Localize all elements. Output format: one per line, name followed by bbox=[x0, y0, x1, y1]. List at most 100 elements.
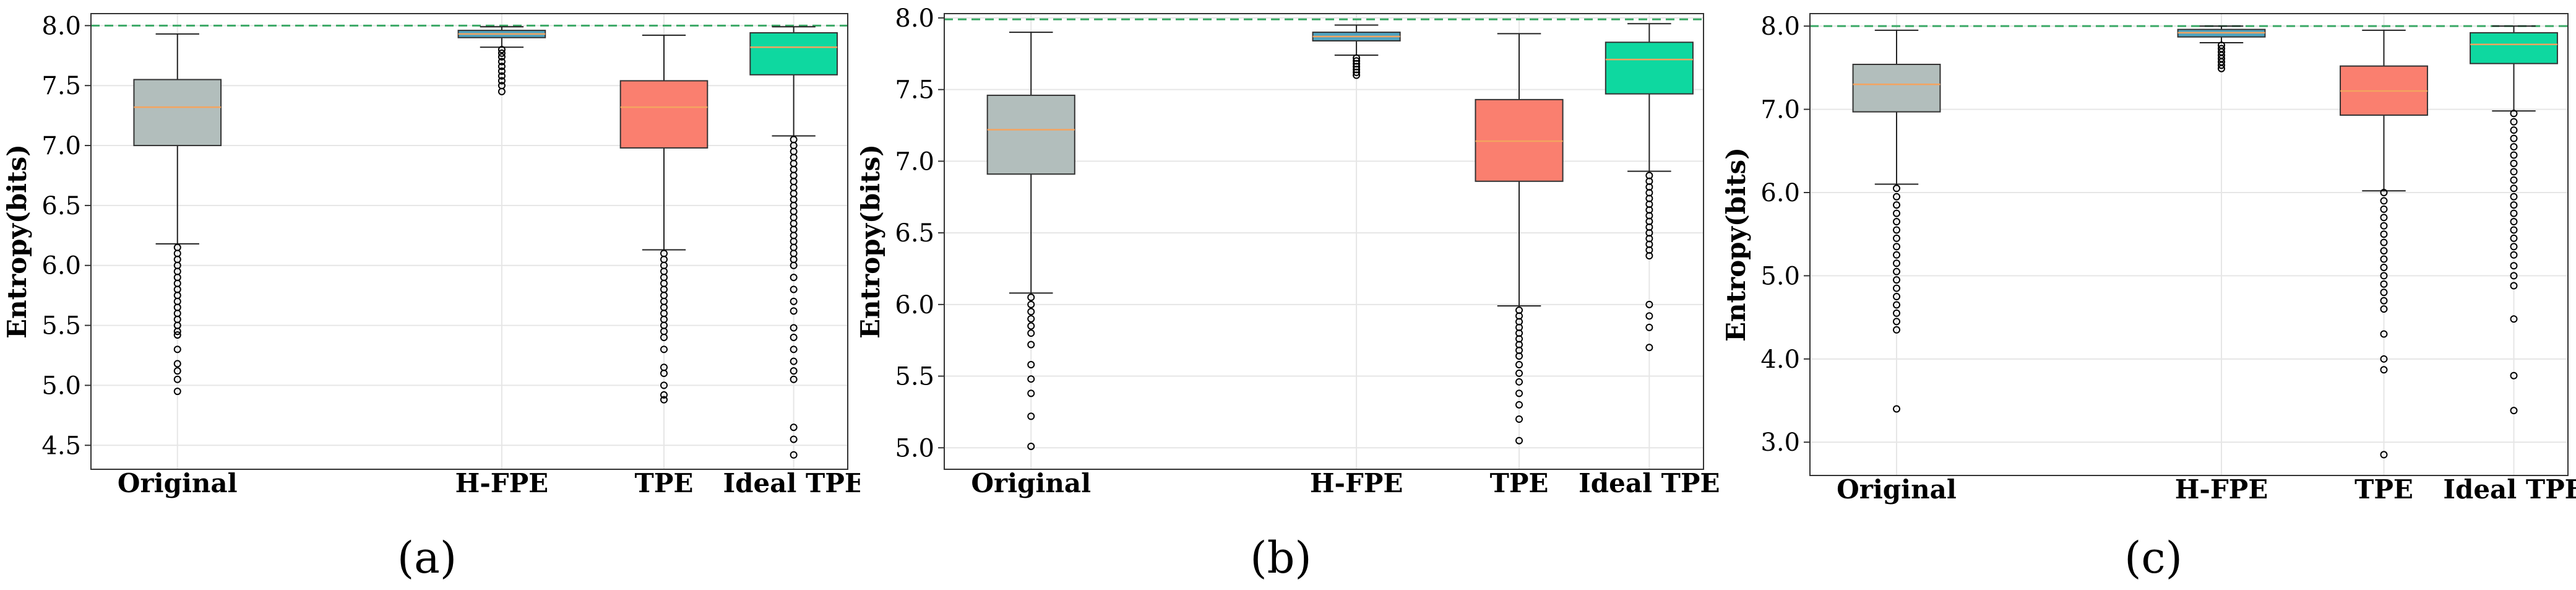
outlier-point bbox=[1027, 300, 1035, 308]
outlier-point bbox=[790, 297, 798, 305]
x-tick-label: Original bbox=[971, 468, 1091, 498]
outlier-point bbox=[790, 375, 798, 383]
y-tick-label: 7.0 bbox=[41, 132, 81, 160]
outlier-point bbox=[660, 391, 668, 399]
outlier-point bbox=[1515, 352, 1523, 360]
box-ideal-tpe bbox=[2470, 25, 2558, 415]
panel-label-b: (b) bbox=[1250, 532, 1312, 583]
y-tick-label: 4.5 bbox=[41, 432, 81, 460]
outlier-point bbox=[1515, 436, 1523, 445]
outlier-point bbox=[2218, 64, 2225, 72]
outlier-point bbox=[2218, 61, 2225, 69]
x-tick-label: H-FPE bbox=[2175, 474, 2268, 505]
outlier-point bbox=[1893, 309, 1900, 317]
outlier-point bbox=[498, 58, 506, 66]
outlier-point bbox=[498, 49, 506, 57]
outlier-point bbox=[790, 367, 798, 375]
box-original bbox=[133, 33, 222, 396]
outlier-point bbox=[2510, 184, 2518, 193]
x-tick-label: Original bbox=[118, 468, 238, 498]
outlier-point bbox=[1027, 329, 1035, 337]
outlier-point bbox=[1893, 326, 1900, 334]
box-original bbox=[1852, 29, 1941, 413]
y-tick-label: 5.0 bbox=[895, 434, 934, 462]
x-tick-label: Ideal TPE bbox=[1579, 468, 1720, 498]
outlier-point bbox=[1645, 300, 1653, 308]
outlier-point bbox=[1893, 201, 1900, 209]
outlier-point bbox=[1027, 361, 1035, 369]
box-ideal-tpe bbox=[749, 26, 838, 459]
outlier-point bbox=[2510, 168, 2518, 176]
chart-a-svg: 4.5 5.0 5.5 6.0 6.5 7.0 7.5 8.0 Original H-FPE TPE… bbox=[2, 12, 860, 498]
chart-b-svg: 5.0 5.5 6.0 6.5 7.0 7.5 8.0 Original H-FPE TPE Ide… bbox=[860, 4, 1720, 498]
outlier-point bbox=[1893, 276, 1900, 284]
outlier-point bbox=[1893, 293, 1900, 301]
outlier-point bbox=[498, 77, 506, 85]
outlier-point bbox=[2510, 201, 2518, 209]
outlier-point bbox=[2510, 262, 2518, 270]
outlier-point bbox=[1893, 267, 1900, 275]
outlier-point bbox=[1027, 293, 1035, 302]
y-tick-label: 6.5 bbox=[895, 219, 934, 248]
outlier-point bbox=[2510, 371, 2518, 380]
outlier-point bbox=[1027, 308, 1035, 316]
box-h-fpe bbox=[457, 26, 546, 95]
outlier-point bbox=[173, 367, 181, 375]
outlier-point bbox=[2510, 176, 2518, 184]
outlier-point bbox=[2380, 205, 2388, 213]
iqr-box bbox=[133, 79, 222, 147]
plot-frame bbox=[1809, 13, 2569, 476]
y-tick-label: 7.0 bbox=[1760, 96, 1800, 124]
outlier-point bbox=[2510, 209, 2518, 217]
y-axis-label: Entropy(bits) bbox=[1721, 147, 1751, 342]
outlier-point bbox=[790, 451, 798, 459]
outlier-point bbox=[790, 345, 798, 354]
outlier-point bbox=[1515, 401, 1523, 409]
box-h-fpe bbox=[1312, 24, 1401, 79]
outlier-point bbox=[2510, 126, 2518, 134]
y-tick-label: 7.5 bbox=[41, 72, 81, 100]
outlier-point bbox=[660, 345, 668, 354]
outlier-point bbox=[2380, 230, 2388, 238]
y-tick-label: 5.0 bbox=[41, 371, 81, 400]
outlier-point bbox=[2380, 238, 2388, 246]
outlier-point bbox=[2510, 272, 2518, 280]
outlier-point bbox=[1515, 361, 1523, 369]
box-original bbox=[986, 32, 1075, 450]
outlier-point bbox=[1893, 193, 1900, 201]
outlier-point bbox=[1515, 369, 1523, 377]
box-tpe bbox=[2340, 29, 2428, 459]
outlier-point bbox=[1027, 341, 1035, 349]
outlier-point bbox=[2380, 188, 2388, 196]
outlier-point bbox=[1893, 301, 1900, 309]
chart-c-svg: 3.0 4.0 5.0 6.0 7.0 8.0 Original H-FPE TPE Ideal … bbox=[1721, 12, 2576, 505]
outlier-point bbox=[498, 87, 506, 95]
y-tick-label: 5.0 bbox=[1760, 262, 1800, 290]
outlier-point bbox=[2380, 255, 2388, 263]
outlier-point bbox=[1893, 259, 1900, 267]
outlier-point bbox=[2510, 226, 2518, 234]
outlier-point bbox=[1893, 184, 1900, 193]
outlier-point bbox=[660, 381, 668, 389]
outlier-point bbox=[660, 396, 668, 404]
outlier-point bbox=[1893, 243, 1900, 251]
outlier-point bbox=[2380, 197, 2388, 205]
iqr-box bbox=[986, 94, 1075, 175]
outlier-point bbox=[2510, 218, 2518, 226]
iqr-box bbox=[619, 80, 709, 149]
outlier-point bbox=[2510, 118, 2518, 126]
box-tpe bbox=[619, 34, 709, 404]
outlier-point bbox=[173, 360, 181, 368]
outlier-point bbox=[2380, 280, 2388, 288]
y-tick-label: 4.0 bbox=[1760, 345, 1800, 374]
x-tick-label: H-FPE bbox=[1310, 468, 1403, 498]
y-tick-label: 6.0 bbox=[41, 252, 81, 280]
y-tick-label: 7.5 bbox=[895, 76, 934, 105]
outlier-point bbox=[2510, 407, 2518, 415]
y-axis-label: Entropy(bits) bbox=[860, 144, 885, 339]
y-tick-label: 3.0 bbox=[1760, 428, 1800, 457]
outlier-point bbox=[2510, 282, 2518, 290]
outlier-point bbox=[173, 375, 181, 383]
y-tick-label: 6.0 bbox=[1760, 179, 1800, 207]
outlier-point bbox=[1893, 251, 1900, 259]
